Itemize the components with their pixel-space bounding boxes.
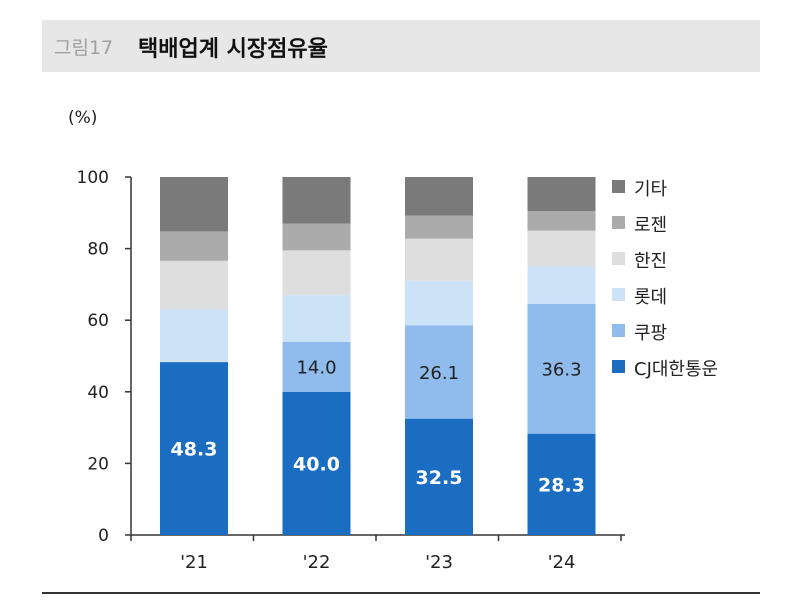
- legend-swatch: [612, 288, 625, 301]
- bar-segment: [405, 215, 473, 239]
- data-label: 26.1: [419, 363, 459, 384]
- legend-label: 쿠팡: [634, 323, 668, 344]
- bar-segment: [527, 433, 596, 535]
- bar-segment: [527, 177, 596, 212]
- bar-segment: [527, 266, 596, 304]
- bottom-divider: [42, 592, 760, 594]
- legend-label: 롯데: [634, 287, 668, 308]
- bar-segment: [282, 250, 351, 296]
- y-tick-label: 60: [87, 311, 109, 331]
- bar-segment: [405, 418, 473, 535]
- bar-segment: [527, 230, 596, 267]
- x-tick-label: '21: [180, 552, 208, 573]
- x-tick-label: '22: [303, 552, 331, 573]
- bar-segment: [160, 177, 228, 232]
- legend-swatch: [612, 216, 625, 229]
- bar-segment: [160, 260, 228, 310]
- bar-segment: [282, 177, 351, 224]
- bar-segment: [527, 211, 596, 231]
- bar-segment: [282, 295, 351, 342]
- bar-segment: [160, 309, 228, 363]
- y-tick-label: 80: [87, 240, 109, 260]
- data-label: 32.5: [416, 467, 463, 489]
- bar-segment: [282, 341, 351, 392]
- bar-segment: [405, 238, 473, 281]
- legend-swatch: [612, 324, 625, 337]
- data-label: 48.3: [171, 439, 218, 461]
- bar-segment: [282, 391, 351, 535]
- x-tick-label: '24: [548, 552, 576, 573]
- legend-label: CJ대한통운: [634, 359, 719, 380]
- bar-segment: [282, 223, 351, 251]
- bar-segment: [405, 325, 473, 419]
- y-tick-label: 0: [98, 526, 109, 546]
- y-tick-label: 40: [87, 383, 109, 403]
- y-axis-unit-label: (%): [68, 108, 98, 128]
- data-label: 14.0: [296, 358, 336, 379]
- legend-swatch: [612, 180, 625, 193]
- legend-swatch: [612, 360, 625, 373]
- legend-label: 로젠: [634, 215, 668, 236]
- figure-title-bar: 그림17 택배업계 시장점유율: [42, 20, 760, 72]
- legend-label: 한진: [634, 251, 668, 272]
- figure-title: 택배업계 시장점유율: [138, 37, 328, 62]
- legend-swatch: [612, 252, 625, 265]
- y-tick-label: 20: [87, 454, 109, 474]
- bar-segment: [160, 231, 228, 261]
- bar-segment: [405, 177, 473, 216]
- x-tick-label: '23: [425, 552, 453, 573]
- legend-label: 기타: [634, 179, 668, 200]
- data-label: 40.0: [293, 453, 340, 475]
- bar-segment: [160, 362, 228, 535]
- data-label: 28.3: [538, 474, 585, 496]
- figure-number-label: 그림17: [54, 37, 114, 59]
- data-label: 36.3: [541, 360, 581, 381]
- bar-segment: [405, 280, 473, 326]
- y-tick-label: 100: [77, 168, 109, 188]
- bar-segment: [527, 303, 596, 434]
